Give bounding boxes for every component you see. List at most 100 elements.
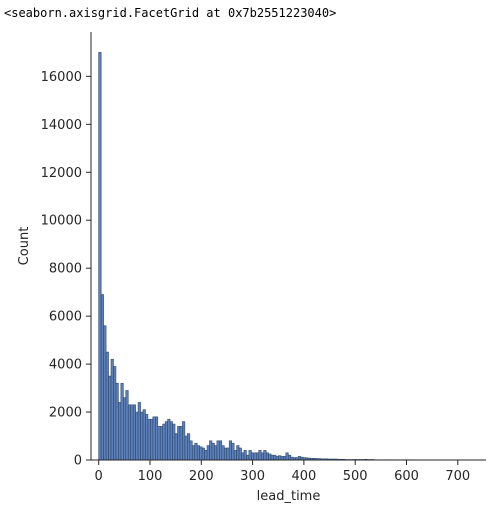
histogram-bar — [275, 456, 279, 461]
histogram-bar — [113, 366, 117, 461]
histogram-bar — [226, 447, 230, 461]
histogram-bar — [182, 421, 186, 461]
histogram-bar — [285, 452, 289, 461]
histogram-bar — [270, 454, 274, 461]
histogram-bar — [297, 456, 301, 461]
x-tick-label: 200 — [189, 469, 214, 484]
y-tick-label: 12000 — [41, 166, 82, 181]
output-repr-text: <seaborn.axisgrid.FacetGrid at 0x7b25512… — [4, 6, 337, 20]
x-tick-label: 100 — [138, 469, 163, 484]
histogram-bar — [164, 421, 168, 461]
histogram-bar — [115, 382, 119, 461]
histogram-bar — [179, 426, 183, 461]
histogram-bar — [211, 442, 215, 461]
histogram-bar — [187, 433, 191, 461]
histogram-bar — [105, 351, 109, 461]
histogram-bar — [199, 446, 203, 461]
histogram-bar — [280, 456, 284, 461]
histogram-bar — [174, 433, 178, 461]
histogram-bar — [251, 452, 255, 461]
histogram-bar — [108, 375, 112, 461]
y-tick-label: 2000 — [49, 406, 82, 421]
histogram-bar — [167, 418, 171, 461]
histogram-bar — [216, 440, 220, 461]
x-tick-label: 700 — [445, 469, 470, 484]
histogram-bar — [123, 397, 127, 461]
x-tick-label: 500 — [343, 469, 368, 484]
x-tick-label: 400 — [291, 469, 316, 484]
histogram-bar — [223, 447, 228, 461]
y-tick-label: 16000 — [41, 70, 82, 85]
histogram-bar — [278, 455, 282, 461]
histogram-bar — [184, 435, 188, 461]
histogram-bar — [127, 404, 132, 461]
histogram-bars — [98, 52, 415, 461]
histogram-bar — [214, 445, 218, 461]
histogram-bar — [219, 440, 223, 461]
histogram-bar — [125, 390, 129, 461]
histogram-bar — [145, 414, 149, 461]
histogram-bar — [258, 450, 262, 461]
x-tick-label: 600 — [394, 469, 419, 484]
histogram-bar — [233, 450, 237, 461]
histogram-bar — [246, 454, 250, 461]
histogram-bar — [162, 423, 166, 461]
histogram-bar — [177, 426, 181, 461]
histogram-bar — [196, 445, 200, 461]
histogram-bar — [243, 450, 247, 461]
y-tick-label: 4000 — [49, 358, 82, 373]
y-tick-label: 6000 — [49, 310, 82, 325]
histogram-bar — [231, 442, 235, 461]
histogram-bar — [241, 452, 245, 461]
histogram-bar — [103, 325, 107, 461]
histogram-bar — [142, 409, 146, 461]
histogram-bar — [169, 421, 173, 461]
histogram-bar — [273, 454, 277, 461]
histogram-bar — [172, 423, 176, 461]
histogram-bar — [201, 447, 205, 461]
histogram-bar — [255, 452, 260, 461]
histogram-bar — [100, 294, 104, 461]
x-axis-label: lead_time — [257, 489, 321, 504]
histogram-bar — [118, 402, 122, 461]
histogram-bar — [110, 358, 114, 461]
histogram-bar — [155, 416, 159, 461]
histogram-bar — [157, 426, 161, 461]
histogram-bar — [140, 411, 144, 461]
y-tick-label: 10000 — [41, 214, 82, 229]
histogram-bar — [120, 382, 124, 461]
histogram-bar — [137, 402, 141, 461]
y-tick-label: 8000 — [49, 262, 82, 277]
histogram-bar — [206, 445, 210, 461]
histogram-bar — [236, 445, 240, 461]
histogram-bar — [209, 440, 213, 461]
histogram-bar — [147, 418, 151, 461]
x-tick-label: 300 — [240, 469, 265, 484]
histogram-bar — [132, 404, 136, 461]
histogram-bar — [204, 450, 208, 461]
histogram-bar — [189, 440, 193, 461]
y-axis-label: Count — [17, 227, 32, 266]
histogram-bar — [150, 418, 154, 461]
histogram-bar — [238, 447, 242, 461]
histogram-bar — [287, 454, 292, 461]
histogram-bar — [159, 426, 164, 461]
histogram-bar — [265, 452, 269, 461]
histogram-bar — [263, 450, 267, 461]
histogram-bar — [283, 456, 287, 461]
x-tick-label: 0 — [95, 469, 103, 484]
x-axis-ticks: 0 100 200 300 400 500 600 700 — [95, 460, 470, 484]
histogram-bar — [221, 445, 225, 461]
histogram-bar — [248, 450, 252, 461]
histogram-bar — [253, 452, 257, 461]
histogram-bar — [260, 452, 264, 461]
y-tick-label: 14000 — [41, 118, 82, 133]
y-axis-ticks: 0 2000 4000 6000 8000 10000 12000 14000 16000 — [41, 70, 91, 469]
histogram-bar — [191, 445, 196, 461]
histogram-bar — [98, 52, 102, 461]
histogram-bar — [228, 440, 232, 461]
histogram-bar — [152, 416, 156, 461]
histogram-bar — [194, 442, 198, 461]
histogram-bar — [135, 411, 139, 461]
